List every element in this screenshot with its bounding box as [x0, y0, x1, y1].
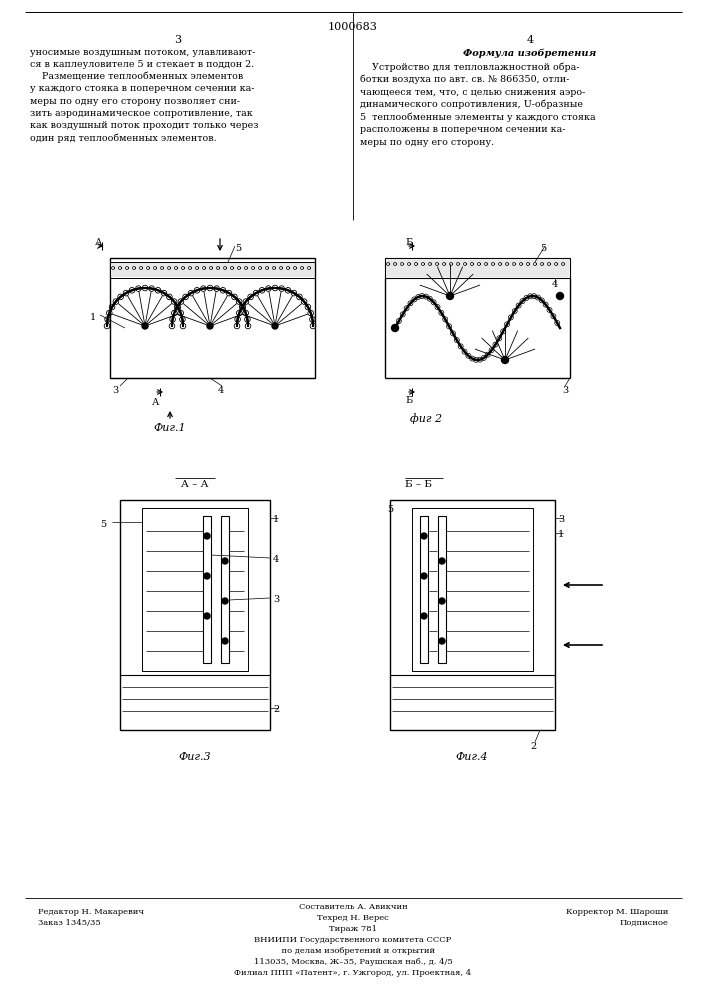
- Text: Составитель А. Авикчин: Составитель А. Авикчин: [298, 903, 407, 911]
- Bar: [420, 516, 428, 663]
- Text: Б: Б: [405, 238, 412, 247]
- Text: 3: 3: [175, 35, 182, 45]
- Text: 3: 3: [112, 386, 118, 395]
- Circle shape: [142, 323, 148, 329]
- Text: Формула изобретения: Формула изобретения: [463, 48, 597, 57]
- Bar: [120, 500, 270, 730]
- Text: Корректор М. Шароши
Подписное: Корректор М. Шароши Подписное: [566, 908, 668, 927]
- Bar: [390, 500, 555, 730]
- Circle shape: [501, 357, 508, 363]
- Circle shape: [439, 598, 445, 604]
- Text: Б – Б: Б – Б: [405, 480, 432, 489]
- Text: 1: 1: [558, 530, 564, 539]
- Text: Фиг.1: Фиг.1: [153, 423, 187, 433]
- Bar: [110, 262, 315, 278]
- Text: 3: 3: [273, 595, 279, 604]
- Text: Б: Б: [405, 396, 412, 405]
- Bar: [203, 516, 211, 663]
- Circle shape: [392, 324, 399, 332]
- Circle shape: [222, 638, 228, 644]
- Text: 5: 5: [387, 505, 393, 514]
- Text: 4: 4: [273, 555, 279, 564]
- Bar: [386, 259, 569, 277]
- Circle shape: [447, 292, 453, 300]
- Circle shape: [204, 613, 210, 619]
- Text: 5: 5: [540, 244, 546, 253]
- Text: 2: 2: [530, 742, 536, 751]
- Circle shape: [222, 558, 228, 564]
- Text: 1000683: 1000683: [328, 22, 378, 32]
- Circle shape: [439, 638, 445, 644]
- Circle shape: [204, 533, 210, 539]
- Circle shape: [421, 533, 427, 539]
- Text: А: А: [95, 238, 103, 247]
- Text: уносимые воздушным потоком, улавливают-
ся в каплеуловителе 5 и стекает в поддон: уносимые воздушным потоком, улавливают- …: [30, 48, 259, 143]
- Circle shape: [222, 598, 228, 604]
- Text: 4: 4: [552, 280, 559, 289]
- Text: 5: 5: [100, 520, 106, 529]
- Text: 5: 5: [235, 244, 241, 253]
- Circle shape: [207, 323, 213, 329]
- Text: фиг 2: фиг 2: [410, 413, 442, 424]
- Text: 2: 2: [273, 705, 279, 714]
- Text: 3: 3: [558, 515, 564, 524]
- Text: Редактор Н. Макаревич
Заказ 1345/35: Редактор Н. Макаревич Заказ 1345/35: [38, 908, 144, 927]
- Circle shape: [421, 573, 427, 579]
- Text: Техред Н. Верес
Тираж 781
ВНИИПИ Государственного комитета СССР
    по делам изо: Техред Н. Верес Тираж 781 ВНИИПИ Государ…: [235, 914, 472, 977]
- Text: А – А: А – А: [181, 480, 209, 489]
- Text: 4: 4: [218, 386, 224, 395]
- Text: А: А: [152, 398, 159, 407]
- Bar: [110, 258, 315, 378]
- Circle shape: [204, 573, 210, 579]
- Circle shape: [439, 558, 445, 564]
- Text: Устройство для тепловлажностной обра-
ботки воздуха по авт. св. № 866350, отли-
: Устройство для тепловлажностной обра- бо…: [360, 62, 595, 147]
- Circle shape: [421, 613, 427, 619]
- Bar: [438, 516, 446, 663]
- Text: 1: 1: [90, 313, 96, 322]
- Text: Фиг.4: Фиг.4: [456, 752, 489, 762]
- Bar: [221, 516, 229, 663]
- Bar: [385, 258, 570, 278]
- Bar: [111, 263, 314, 277]
- Text: 3: 3: [562, 386, 568, 395]
- Bar: [412, 508, 533, 671]
- Text: Фиг.3: Фиг.3: [179, 752, 211, 762]
- Text: 1: 1: [273, 515, 279, 524]
- Bar: [142, 508, 248, 671]
- Text: 4: 4: [527, 35, 534, 45]
- Circle shape: [556, 292, 563, 300]
- Circle shape: [272, 323, 278, 329]
